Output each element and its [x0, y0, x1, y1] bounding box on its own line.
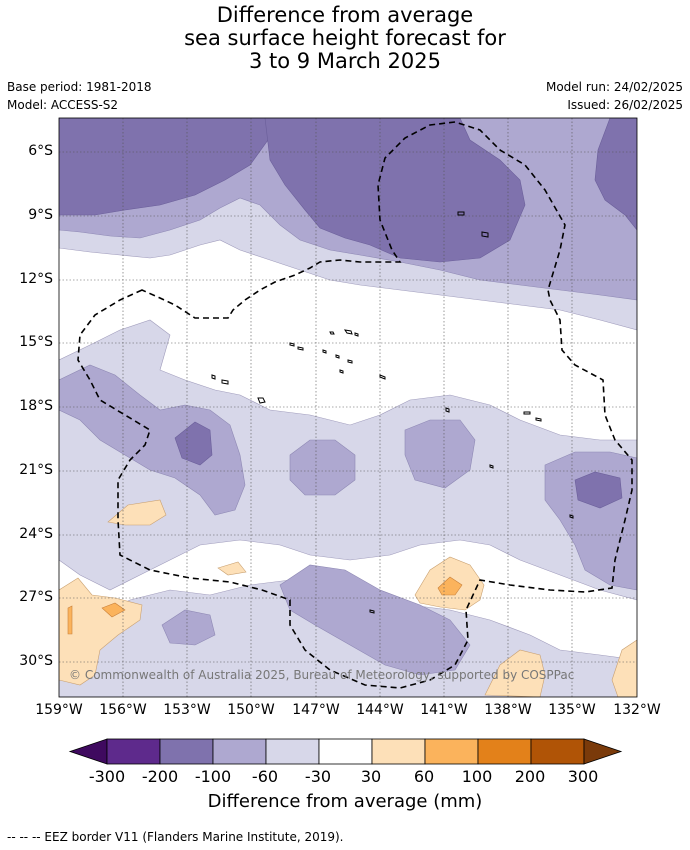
map-frame: [58, 117, 638, 698]
colorbar-extend-low: [68, 738, 108, 765]
island: [569, 514, 574, 519]
contour-pos-southeast: [611, 639, 637, 697]
meta-right: Model run: 24/02/2025 Issued: 26/02/2025: [546, 78, 683, 114]
colorbar-tick: 100: [461, 767, 493, 786]
meta-left: Base period: 1981-2018 Model: ACCESS-S2: [7, 78, 152, 114]
contour-pos-mid-sw2: [67, 605, 73, 635]
lon-label: 150°W: [227, 702, 275, 718]
colorbar-tick: -300: [88, 767, 126, 786]
contour-dark-northeast: [594, 118, 637, 231]
lon-label: 159°W: [35, 702, 83, 718]
contour-dark-west: [174, 421, 213, 466]
colorbar-tick: 60: [413, 767, 435, 786]
contour-pos-south: [484, 649, 546, 697]
colorbar-tick: -100: [194, 767, 232, 786]
colorbar-segment: [265, 738, 320, 765]
model-run: Model run: 24/02/2025: [545, 80, 683, 94]
island: [335, 354, 340, 359]
island: [445, 407, 450, 413]
contour-pos-west: [107, 499, 167, 526]
island: [379, 374, 386, 380]
island: [297, 346, 304, 351]
contour-pos-small: [217, 561, 247, 576]
colorbar-segment: [318, 738, 373, 765]
issued-date: Issued: 26/02/2025: [567, 98, 683, 112]
colorbar-tick: 300: [567, 767, 599, 786]
island: [347, 359, 353, 364]
lat-label: 24°S: [19, 526, 53, 542]
colorbar-tick: -60: [251, 767, 279, 786]
eez-border: [77, 121, 633, 689]
lat-label: 21°S: [19, 462, 53, 478]
contour-mid-southwest: [161, 609, 216, 646]
contour-mid-central: [289, 439, 356, 496]
island: [289, 342, 295, 347]
island: [343, 329, 353, 335]
contour-pos-mid-sw: [101, 602, 126, 618]
eez-border-line: [77, 121, 633, 689]
colorbar-tick: -200: [141, 767, 179, 786]
lat-label: 27°S: [19, 589, 53, 605]
contour-dark-east: [574, 471, 623, 509]
island: [329, 331, 335, 335]
colorbar-extend-high: [583, 738, 623, 765]
base-period: Base period: 1981-2018: [7, 80, 152, 94]
colorbar-label: Difference from average (mm): [207, 791, 483, 812]
island: [257, 397, 266, 404]
lat-label: 9°S: [28, 207, 53, 223]
lon-label: 144°W: [356, 702, 404, 718]
lon-label: 156°W: [99, 702, 147, 718]
colorbar-segment: [530, 738, 585, 765]
contour-mid-south: [279, 564, 471, 676]
lon-label: 132°W: [613, 702, 661, 718]
lon-label: 138°W: [484, 702, 532, 718]
island: [481, 231, 489, 238]
colorbar-segment: [159, 738, 214, 765]
title-line-3: 3 to 9 March 2025: [249, 49, 441, 73]
colorbar-segment: [106, 738, 161, 765]
title-line-1: Difference from average: [216, 3, 474, 27]
colorbar-tick: 30: [360, 767, 382, 786]
island: [339, 369, 344, 374]
colorbar: [68, 738, 623, 765]
lon-label: 141°W: [420, 702, 468, 718]
contour-pos-southwest: [59, 577, 143, 686]
colorbar-segment: [477, 738, 532, 765]
island: [354, 332, 359, 337]
title-line-2: sea surface height forecast for: [184, 26, 506, 50]
lon-label: 153°W: [163, 702, 211, 718]
colorbar-tick: 200: [514, 767, 546, 786]
island: [457, 211, 465, 216]
lat-label: 6°S: [28, 143, 53, 159]
contour-dark-north: [264, 118, 526, 263]
island: [523, 411, 531, 415]
lat-label: 15°S: [19, 334, 53, 350]
colorbar-segment: [371, 738, 426, 765]
colorbar-tick: -30: [304, 767, 332, 786]
lat-label: 18°S: [19, 398, 53, 414]
colorbar-segment: [212, 738, 267, 765]
lat-label: 30°S: [19, 653, 53, 669]
colorbar-segment: [424, 738, 479, 765]
islands: [211, 211, 574, 614]
copyright-notice: © Commonwealth of Australia 2025, Bureau…: [69, 668, 575, 682]
lat-label: 12°S: [19, 271, 53, 287]
island: [211, 374, 216, 380]
island: [535, 417, 542, 422]
island: [322, 349, 327, 354]
island: [221, 379, 229, 385]
lon-label: 135°W: [548, 702, 596, 718]
anomaly-contours: [59, 118, 637, 697]
eez-footnote: -- -- -- EEZ border V11 (Flanders Marine…: [7, 830, 344, 844]
island: [489, 464, 494, 469]
model-name: Model: ACCESS-S2: [7, 98, 119, 112]
contour-mid-east1: [404, 419, 476, 489]
island: [369, 609, 375, 614]
lon-label: 147°W: [292, 702, 340, 718]
chart-title: Difference from average sea surface heig…: [0, 4, 690, 73]
